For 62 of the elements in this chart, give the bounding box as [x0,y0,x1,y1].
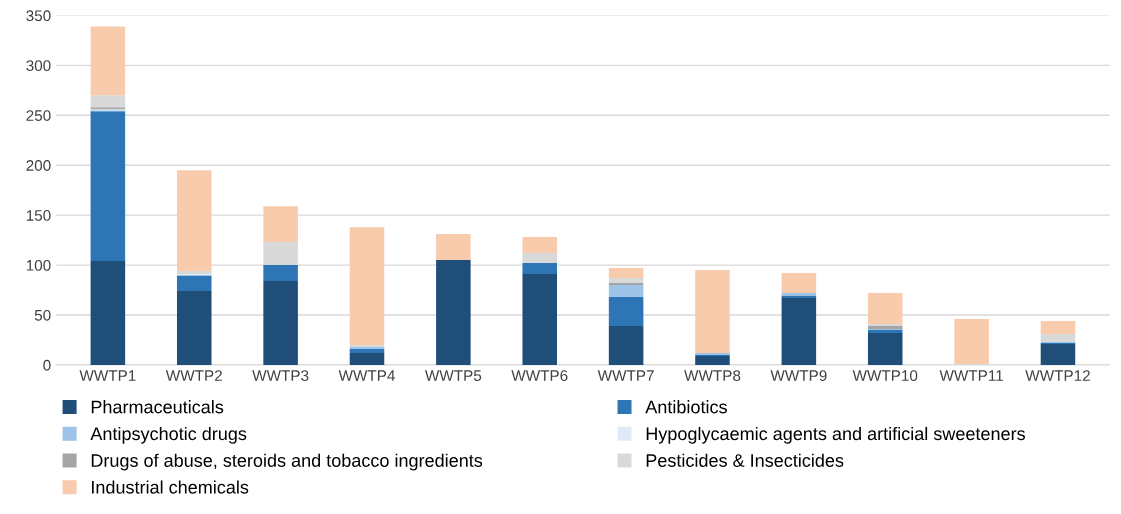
legend-label: Antipsychotic drugs [90,426,247,444]
bar [954,319,989,364]
bar [522,274,558,365]
x-tick-label: WWTP11 [939,370,1003,381]
bar [695,270,730,353]
x-tick-label: WWTP8 [684,370,741,382]
bar [695,355,730,365]
bar [781,273,817,294]
y-tick-label: 100 [26,259,51,271]
bar [608,283,644,286]
bar [263,281,298,365]
y-tick-label: 50 [34,309,51,321]
x-tick-label: WWTP5 [425,370,482,382]
x-tick-label: WWTP10 [852,370,918,382]
bar [436,234,471,261]
x-tick-label: WWTP3 [252,370,309,382]
legend-label: Drugs of abuse, steroids and tobacco ingredients [91,453,483,471]
bar [90,95,126,108]
x-tick-label: WWTP2 [165,370,222,381]
bar [90,26,126,96]
bar [1040,333,1076,342]
bar [176,170,212,272]
x-tick-label: WWTP12 [1025,370,1090,381]
bar [176,291,212,365]
bar [608,278,644,284]
legend-label: Pesticides & Insecticides [646,453,844,467]
y-tick-label: 150 [26,210,51,221]
bar [263,206,298,243]
legend-label: Antibiotics [645,400,727,414]
x-tick-label: WWTP9 [770,370,827,382]
x-tick-label: WWTP1 [79,370,136,381]
legend-label: Hypoglycaemic agents and artificial sweeteners [646,426,1025,444]
bar [781,298,817,365]
legend-label: Pharmaceuticals [91,400,224,414]
y-tick-label: 350 [26,10,51,22]
bar [608,285,644,298]
bar [90,111,126,262]
y-tick-label: 0 [43,359,51,371]
x-tick-label: WWTP6 [511,370,568,382]
bar [522,237,558,254]
bar [522,253,558,264]
bar [349,352,385,365]
bar [1040,343,1076,365]
bar [608,297,644,326]
bar [867,293,903,324]
bar [90,261,126,365]
bar [436,260,471,365]
bar [608,325,644,365]
y-tick-label: 250 [26,110,51,121]
bar [349,227,385,345]
bar [176,276,212,292]
y-tick-label: 200 [26,160,51,171]
bar [263,265,298,282]
x-tick-label: WWTP4 [338,370,395,381]
legend-label: Industrial chemicals [92,480,249,494]
bar [867,332,903,365]
x-tick-label: WWTP7 [597,370,654,381]
y-tick-label: 300 [26,60,51,72]
bar [349,348,385,353]
bar [608,268,644,279]
bar [1040,321,1076,334]
bar [522,263,558,275]
